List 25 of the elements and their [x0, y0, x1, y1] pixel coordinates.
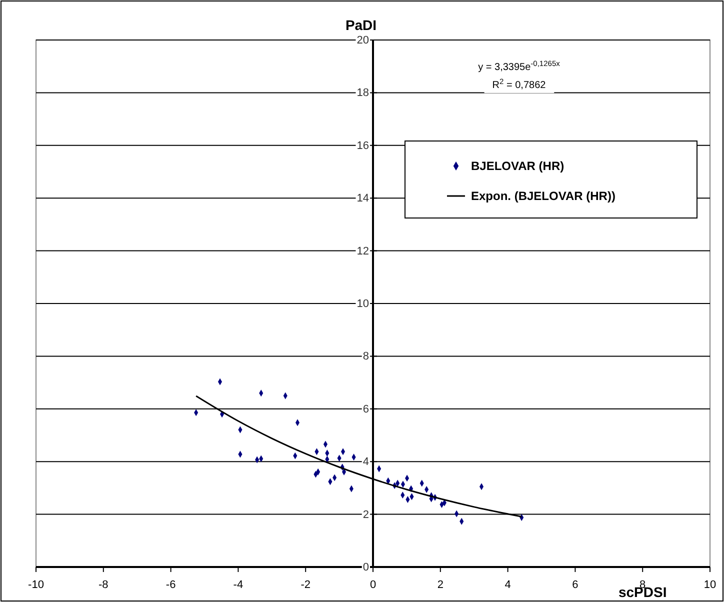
x-tick-label: -10	[28, 579, 44, 592]
x-tick-label: -4	[233, 579, 244, 592]
x-tick-label: -6	[166, 579, 176, 592]
y-tick-label: 10	[356, 298, 369, 310]
legend-label: Expon. (BJELOVAR (HR))	[471, 189, 616, 203]
y-tick-label: 12	[356, 245, 369, 258]
y-tick-label: 6	[362, 403, 369, 416]
y-tick-label: 0	[362, 562, 369, 574]
y-tick-label: 4	[362, 456, 369, 468]
annotation: y = 3,3395e$^{-0,1265x}$	[478, 58, 560, 73]
y-tick-label: 16	[356, 140, 369, 152]
x-tick-label: 4	[504, 579, 511, 592]
y-tick-label: 20	[356, 34, 369, 47]
legend-label: BJELOVAR (HR)	[471, 159, 564, 173]
annotation: R$^{2}$ = 0,7862	[492, 76, 546, 91]
y-tick-label: 14	[356, 192, 369, 205]
x-tick-label: -2	[300, 579, 310, 592]
x-tick-label: -8	[98, 579, 108, 592]
y-tick-label: 2	[362, 508, 369, 521]
y-tick-label: 18	[356, 87, 369, 100]
y-tick-label: 8	[362, 350, 369, 363]
x-tick-label: 6	[572, 579, 578, 592]
x-tick-label: 10	[704, 579, 716, 592]
y-axis-title: PaDI	[345, 17, 377, 33]
x-tick-label: 2	[437, 579, 444, 592]
